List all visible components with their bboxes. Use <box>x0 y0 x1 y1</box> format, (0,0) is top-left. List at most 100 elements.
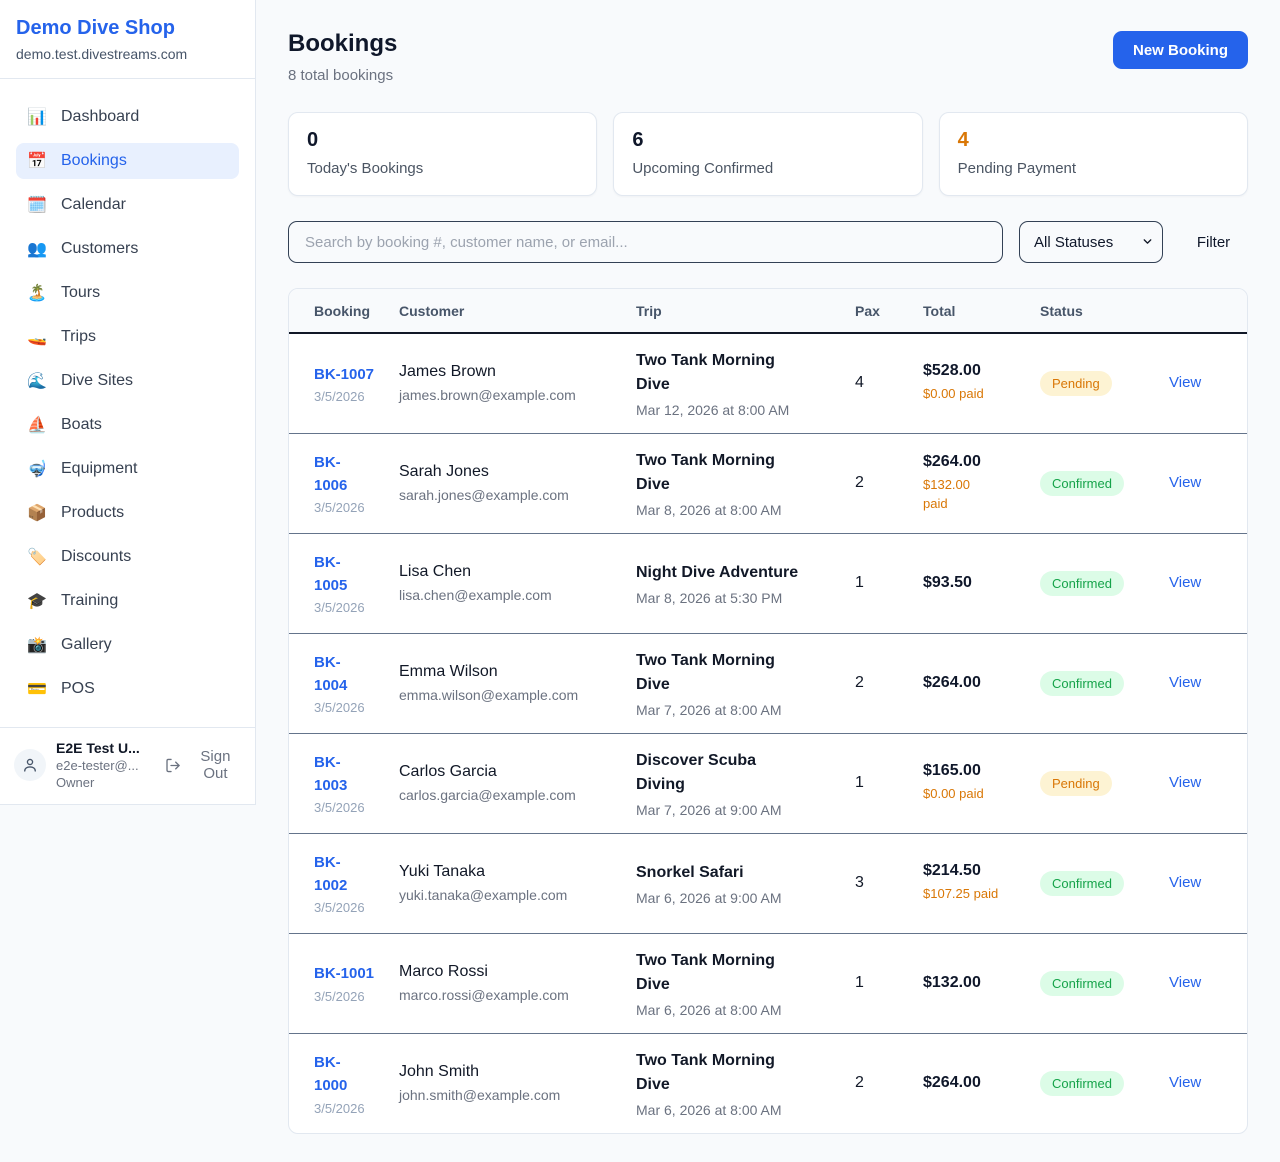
user-icon <box>24 758 36 772</box>
trip-name: Two Tank Morning Dive <box>636 451 775 493</box>
booking-id-link[interactable]: BK- 1002 <box>314 853 348 894</box>
sidebar-item[interactable]: 📅 Bookings <box>16 143 239 179</box>
view-link[interactable]: View <box>1169 1074 1202 1092</box>
trip-name: Two Tank Morning Dive <box>636 351 775 393</box>
sidebar-item-label: Dive Sites <box>61 372 134 389</box>
sidebar-item-label: Products <box>61 504 125 521</box>
pax-count: 4 <box>855 374 864 392</box>
sidebar-item[interactable]: 🎓 Training <box>16 583 239 619</box>
sidebar-item[interactable]: 🏷️ Discounts <box>16 539 239 575</box>
sidebar-user-section: E2E Test U... e2e-tester@... Owner Sign … <box>0 727 255 804</box>
sidebar: Demo Dive Shop demo.test.divestreams.com… <box>0 0 256 805</box>
view-link[interactable]: View <box>1169 474 1202 491</box>
trip-datetime: Mar 6, 2026 at 9:00 AM <box>636 889 782 906</box>
status-badge: Confirmed <box>1040 1070 1124 1096</box>
stat-card-upcoming-confirmed: 6 Upcoming Confirmed <box>613 112 923 196</box>
stat-label: Pending Payment <box>957 160 1077 177</box>
total-amount: $528.00 <box>923 362 981 380</box>
stat-value: 0 <box>307 129 319 151</box>
pax-count: 2 <box>855 632 923 733</box>
customer-name: John Smith <box>399 1063 480 1081</box>
customer-name: Yuki Tanaka <box>399 863 485 880</box>
view-link[interactable]: View <box>1169 974 1202 991</box>
page-title: Bookings <box>288 30 398 57</box>
sidebar-item[interactable]: 📦 Products <box>16 495 239 531</box>
stat-card-pending-payment: 4 Pending Payment <box>938 112 1248 196</box>
trip-datetime: Mar 8, 2026 at 8:00 AM <box>636 501 782 518</box>
status-badge: Pending <box>1040 370 1112 396</box>
booking-id-link[interactable]: BK- 1000 <box>314 1054 348 1095</box>
booking-id-link[interactable]: BK- 1006 <box>314 453 348 494</box>
stat-label: Upcoming Confirmed <box>632 160 774 177</box>
view-link[interactable]: View <box>1169 574 1202 591</box>
status-badge: Pending <box>1040 770 1112 796</box>
sign-out-label: Sign Out <box>200 748 231 782</box>
sidebar-item[interactable]: 📊 Dashboard <box>16 99 239 135</box>
page-header: Bookings 8 total bookings New Booking <box>288 26 1248 84</box>
search-input[interactable] <box>288 221 1003 263</box>
sidebar-item-icon: 🌊 <box>27 373 47 390</box>
table-row: BK-1001 3/5/2026 Marco Rossi marco.rossi… <box>289 932 1247 1033</box>
booking-id-link[interactable]: BK-1007 <box>314 365 375 383</box>
sidebar-item[interactable]: 🗓️ Calendar <box>16 187 239 223</box>
paid-amount: $132.00 paid <box>923 476 970 511</box>
sidebar-item-icon: 🏷️ <box>27 549 47 566</box>
booking-date: 3/5/2026 <box>314 388 365 404</box>
pax-count: 1 <box>855 532 923 633</box>
view-link[interactable]: View <box>1169 374 1202 392</box>
sidebar-item-label: Tours <box>61 284 101 301</box>
booking-id-link[interactable]: BK- 1004 <box>314 653 348 694</box>
sidebar-nav: 📊 Dashboard 📅 Bookings 🗓️ Calendar 👥 Cus… <box>0 79 255 721</box>
sidebar-item[interactable]: 🌊 Dive Sites <box>16 363 239 399</box>
sidebar-item-label: Dashboard <box>61 108 140 125</box>
customer-name: Lisa Chen <box>399 563 472 580</box>
total-amount: $264.00 <box>923 674 981 691</box>
trip-datetime: Mar 6, 2026 at 8:00 AM <box>636 1101 782 1118</box>
sidebar-item[interactable]: 👥 Customers <box>16 231 239 267</box>
trip-name: Night Dive Adventure <box>636 563 799 581</box>
sidebar-item[interactable]: ⛵ Boats <box>16 407 239 443</box>
filter-button[interactable]: Filter <box>1179 233 1248 252</box>
customer-name: Emma Wilson <box>399 663 498 680</box>
user-info: E2E Test U... e2e-tester@... Owner <box>56 740 155 790</box>
status-badge: Confirmed <box>1040 670 1124 696</box>
booking-id-link[interactable]: BK- 1005 <box>314 553 348 594</box>
column-header-customer: Customer <box>399 289 636 334</box>
sidebar-item-icon: 📦 <box>27 505 47 522</box>
total-amount: $93.50 <box>923 574 972 591</box>
booking-id-link[interactable]: BK-1001 <box>314 965 375 983</box>
sidebar-item-icon: 👥 <box>27 241 47 258</box>
booking-date: 3/5/2026 <box>314 800 365 816</box>
logout-icon <box>166 758 180 772</box>
status-select[interactable]: All Statuses <box>1019 221 1163 263</box>
sidebar-item[interactable]: 🏝️ Tours <box>16 275 239 311</box>
booking-id-link[interactable]: BK- 1003 <box>314 753 348 794</box>
sidebar-item[interactable]: 📸 Gallery <box>16 627 239 663</box>
view-link[interactable]: View <box>1169 874 1202 891</box>
sidebar-item[interactable]: 🤿 Equipment <box>16 451 239 487</box>
pax-count: 2 <box>855 432 923 533</box>
column-header-pax: Pax <box>855 289 923 334</box>
sign-out-button[interactable]: Sign Out <box>165 748 243 782</box>
view-link[interactable]: View <box>1169 774 1202 791</box>
shop-domain: demo.test.divestreams.com <box>16 46 188 62</box>
sidebar-item-label: Bookings <box>61 152 127 169</box>
sidebar-item[interactable]: 💳 POS <box>16 671 239 707</box>
filter-row: All Statuses Filter <box>288 221 1248 263</box>
view-link[interactable]: View <box>1169 674 1202 691</box>
trip-datetime: Mar 6, 2026 at 8:00 AM <box>636 1001 782 1018</box>
pax-count: 2 <box>855 1032 923 1133</box>
table-header-row: Booking Customer Trip Pax Total Status <box>289 289 1247 334</box>
sidebar-item-icon: 🗓️ <box>27 197 47 214</box>
table-row: BK- 1002 3/5/2026 Yuki Tanaka yuki.tanak… <box>289 832 1247 933</box>
shop-name: Demo Dive Shop <box>16 17 175 39</box>
status-badge: Confirmed <box>1040 870 1124 896</box>
sidebar-item[interactable]: 🚤 Trips <box>16 319 239 355</box>
customer-email: marco.rossi@example.com <box>399 987 569 1003</box>
new-booking-button[interactable]: New Booking <box>1112 31 1248 69</box>
booking-date: 3/5/2026 <box>314 988 365 1004</box>
table-row: BK- 1003 3/5/2026 Carlos Garcia carlos.g… <box>289 732 1247 833</box>
bookings-table: Booking Customer Trip Pax Total Status B… <box>288 288 1248 1134</box>
sidebar-item-label: Training <box>61 592 119 609</box>
main-content: Bookings 8 total bookings New Booking 0 … <box>256 0 1280 1134</box>
